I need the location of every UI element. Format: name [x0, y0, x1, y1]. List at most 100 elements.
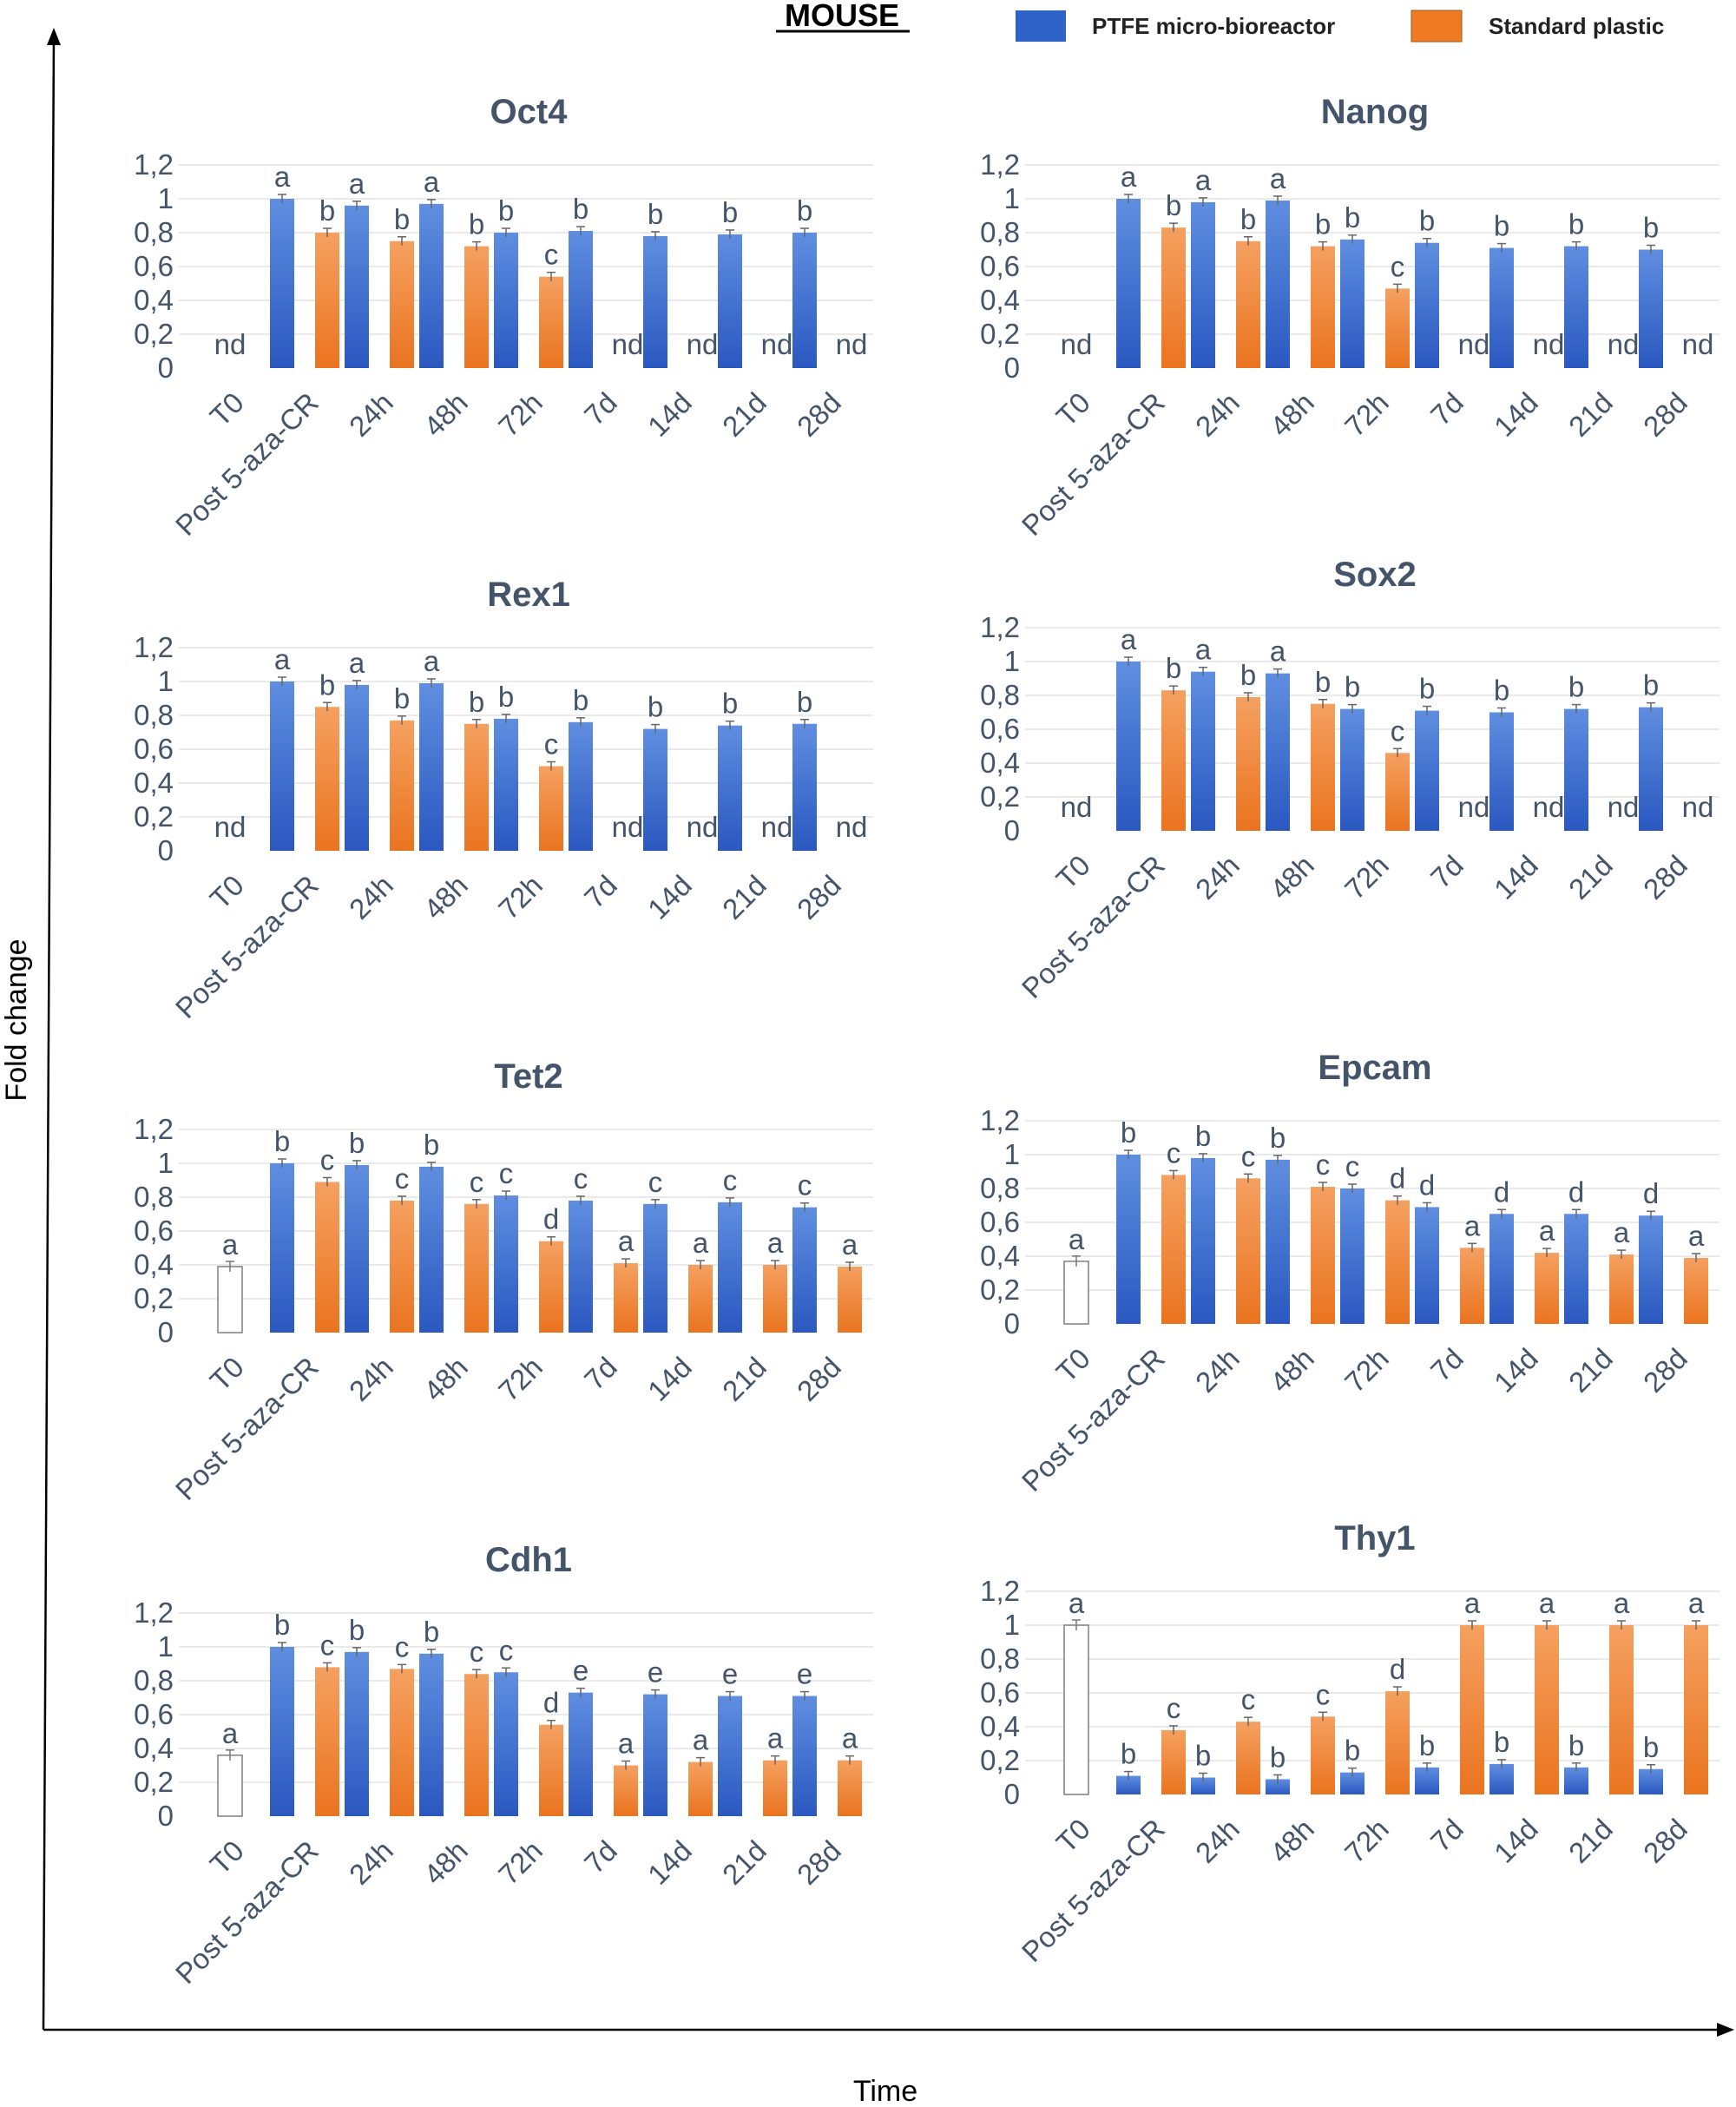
y-tick-label: 0,2	[134, 1282, 174, 1314]
bar-label: a	[767, 1722, 784, 1755]
bar-plastic	[1161, 227, 1186, 368]
bar-label: c	[1316, 1678, 1331, 1710]
bar-label: c	[1391, 714, 1405, 747]
x-tick-label: 21d	[716, 1351, 773, 1407]
bar-plastic	[688, 1265, 713, 1333]
bar-plastic	[1684, 1625, 1708, 1794]
bar-label-nd: nd	[214, 811, 247, 843]
bar-label: b	[1643, 669, 1659, 701]
chart-title: Oct4	[490, 93, 569, 131]
bar-ptfe	[1116, 662, 1141, 831]
bar-label: d	[543, 1203, 559, 1235]
bar-label: c	[499, 1157, 514, 1189]
bar-label: c	[499, 1634, 514, 1666]
bar-label-nd: nd	[1533, 328, 1565, 360]
bar-ptfe	[270, 681, 294, 851]
bar-label-nd: nd	[687, 328, 719, 360]
bar-label: a	[1121, 623, 1137, 655]
bar-ptfe	[643, 1203, 667, 1333]
x-tick-label: 14d	[1488, 1813, 1544, 1869]
y-tick-label: 0,6	[980, 713, 1020, 745]
bar-label: b	[349, 1614, 365, 1646]
bar-plastic	[1161, 1175, 1186, 1324]
bar-label-nd: nd	[1533, 791, 1565, 823]
bar-plastic	[1460, 1625, 1484, 1794]
bar-ptfe	[643, 1694, 667, 1816]
x-axis-arrowhead	[1717, 2023, 1734, 2037]
bar-label: b	[349, 1127, 365, 1159]
x-tick-label: 28d	[791, 1351, 847, 1407]
bar-plastic	[688, 1761, 713, 1816]
bar-label: a	[424, 166, 440, 198]
x-tick-label: 21d	[1562, 849, 1619, 905]
x-tick-label: 14d	[641, 1351, 698, 1407]
bar-ptfe	[270, 1163, 294, 1333]
bar-label: b	[1240, 203, 1256, 235]
bar-ptfe	[569, 1692, 593, 1816]
bar-label: c	[1345, 1150, 1360, 1182]
bar-label: a	[1464, 1209, 1481, 1241]
y-tick-label: 0,4	[980, 1710, 1020, 1742]
x-tick-label: 48h	[1264, 849, 1320, 905]
bar-label: b	[1345, 671, 1360, 703]
bar-plastic	[1236, 1178, 1260, 1324]
x-tick-label: 28d	[1637, 849, 1693, 905]
bar-plastic	[1460, 1248, 1484, 1324]
y-tick-label: 1,2	[980, 148, 1020, 181]
y-tick-label: 0,6	[134, 1215, 174, 1247]
bar-plastic	[539, 276, 563, 368]
x-tick-label: 7d	[1424, 1813, 1470, 1858]
bar-label: a	[1069, 1223, 1085, 1255]
bar-label: c	[395, 1630, 410, 1663]
bar-ptfe	[1415, 242, 1439, 368]
bar-label: b	[1121, 1738, 1136, 1770]
bar-label-nd: nd	[687, 811, 719, 843]
y-tick-label: 0,6	[134, 250, 174, 282]
bar-ptfe	[1116, 199, 1141, 368]
bar-ptfe	[569, 1200, 593, 1333]
y-tick-label: 0	[158, 834, 174, 866]
legend-swatch-ptfe	[1016, 10, 1066, 42]
bar-label: c	[470, 1166, 484, 1198]
bar-ptfe	[1639, 249, 1663, 368]
x-tick-label: T0	[204, 1351, 250, 1397]
y-tick-label: 1	[158, 1147, 174, 1179]
bar-label: b	[1643, 212, 1659, 244]
bar-ptfe	[1266, 1779, 1290, 1794]
y-axis-arrowhead	[47, 28, 61, 45]
bar-plastic	[390, 240, 414, 368]
y-tick-label: 0	[158, 1800, 174, 1832]
bar-plastic	[464, 1203, 489, 1333]
bar-ptfe	[1266, 200, 1290, 368]
bar-t0	[217, 1755, 243, 1817]
bar-label: a	[1539, 1587, 1555, 1619]
x-tick-label: T0	[1050, 1813, 1096, 1859]
bar-label: b	[1195, 1120, 1211, 1152]
bar-label: a	[842, 1722, 858, 1755]
bar-label: a	[349, 647, 365, 679]
bar-plastic	[315, 233, 339, 368]
bar-plastic	[1236, 1722, 1260, 1794]
bar-plastic	[464, 246, 489, 368]
x-tick-label: 21d	[1562, 386, 1619, 443]
bar-ptfe	[345, 1164, 369, 1333]
bar-ptfe	[419, 682, 444, 851]
bar-label: b	[469, 686, 484, 718]
bar-label: b	[1494, 675, 1509, 707]
bar-ptfe	[1415, 710, 1439, 831]
chart-title: Rex1	[487, 576, 570, 614]
bar-plastic	[315, 1667, 339, 1816]
x-tick-label: 48h	[1264, 386, 1320, 443]
x-tick-label: 72h	[492, 386, 549, 443]
bar-plastic	[315, 1182, 339, 1333]
bar-ptfe	[345, 1651, 369, 1816]
x-tick-label: 72h	[492, 869, 549, 925]
bar-plastic	[464, 723, 489, 851]
bar-label: c	[1167, 1692, 1181, 1724]
bar-label: b	[319, 668, 335, 701]
y-tick-label: 0	[1004, 1307, 1020, 1340]
x-tick-label: 48h	[418, 1834, 474, 1891]
chart-title: Cdh1	[485, 1541, 572, 1579]
